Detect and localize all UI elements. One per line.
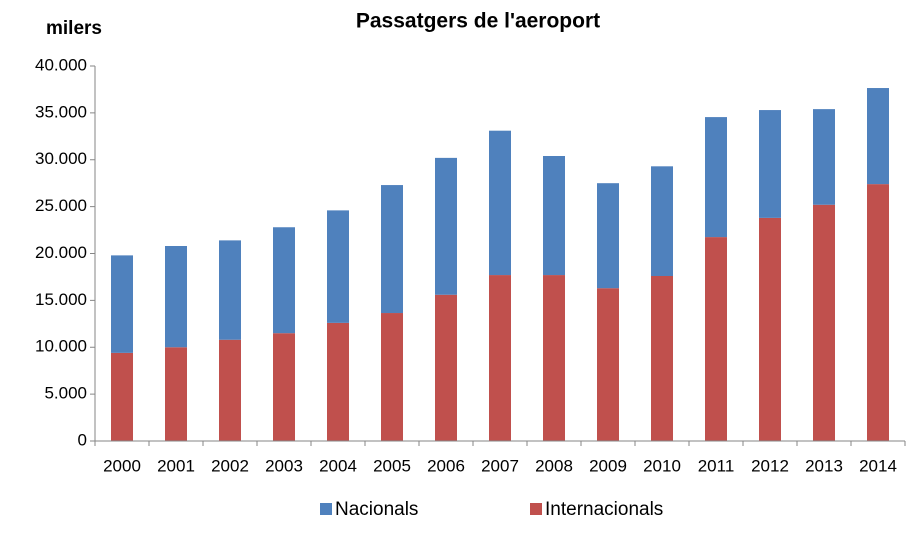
chart-title: Passatgers de l'aeroport [356, 10, 600, 33]
bar-segment [219, 240, 241, 340]
x-tick-label: 2005 [373, 456, 411, 475]
bar-segment [165, 347, 187, 441]
y-tick-label: 40.000 [35, 55, 87, 74]
y-tick-label: 25.000 [35, 196, 87, 215]
bar-segment [327, 322, 349, 441]
x-tick-label: 2001 [157, 456, 195, 475]
bar-segment [489, 130, 511, 276]
bar-segment [219, 339, 241, 441]
bar-segment [435, 157, 457, 295]
bar-segment [543, 275, 565, 441]
bar-segment [381, 185, 403, 314]
bar-segment [543, 156, 565, 276]
x-tick-label: 2009 [589, 456, 627, 475]
x-tick-label: 2008 [535, 456, 573, 475]
bar-segment [111, 352, 133, 441]
x-tick-label: 2013 [805, 456, 843, 475]
y-tick-label: 5.000 [44, 384, 87, 403]
bar-segment [813, 204, 835, 441]
bar-segment [327, 210, 349, 323]
bar-segment [867, 88, 889, 185]
x-tick-label: 2011 [698, 456, 735, 475]
bar-segment [651, 166, 673, 276]
y-tick-label: 35.000 [35, 102, 87, 121]
legend-swatch [530, 503, 542, 515]
x-tick-label: 2012 [751, 456, 789, 475]
bar-segment [597, 183, 619, 289]
bar-segment [381, 313, 403, 441]
bar-segment [867, 184, 889, 441]
x-tick-label: 2003 [265, 456, 303, 475]
x-tick-label: 2000 [103, 456, 141, 475]
bar-segment [489, 275, 511, 441]
bar-segment [435, 294, 457, 441]
bar-segment [165, 246, 187, 348]
y-tick-label: 20.000 [35, 243, 87, 262]
y-tick-label: 30.000 [35, 149, 87, 168]
bar-segment [111, 255, 133, 353]
legend-swatch [320, 503, 332, 515]
bar-segment [651, 276, 673, 441]
legend-label: Internacionals [545, 499, 663, 520]
x-tick-label: 2010 [643, 456, 681, 475]
bar-segment [705, 237, 727, 441]
bar-segment [273, 227, 295, 334]
x-tick-label: 2002 [211, 456, 249, 475]
legend-label: Nacionals [335, 499, 418, 520]
x-tick-label: 2014 [859, 456, 897, 475]
x-tick-label: 2004 [319, 456, 357, 475]
bar-segment [705, 117, 727, 238]
y-tick-label: 0 [78, 430, 87, 449]
x-tick-label: 2006 [427, 456, 465, 475]
y-axis-label: milers [46, 18, 102, 39]
bar-segment [759, 110, 781, 218]
y-tick-label: 10.000 [35, 337, 87, 356]
bar-segment [813, 109, 835, 205]
bar-segment [597, 288, 619, 441]
bar-segment [759, 217, 781, 441]
y-tick-label: 15.000 [35, 290, 87, 309]
x-tick-label: 2007 [481, 456, 519, 475]
bar-segment [273, 333, 295, 441]
